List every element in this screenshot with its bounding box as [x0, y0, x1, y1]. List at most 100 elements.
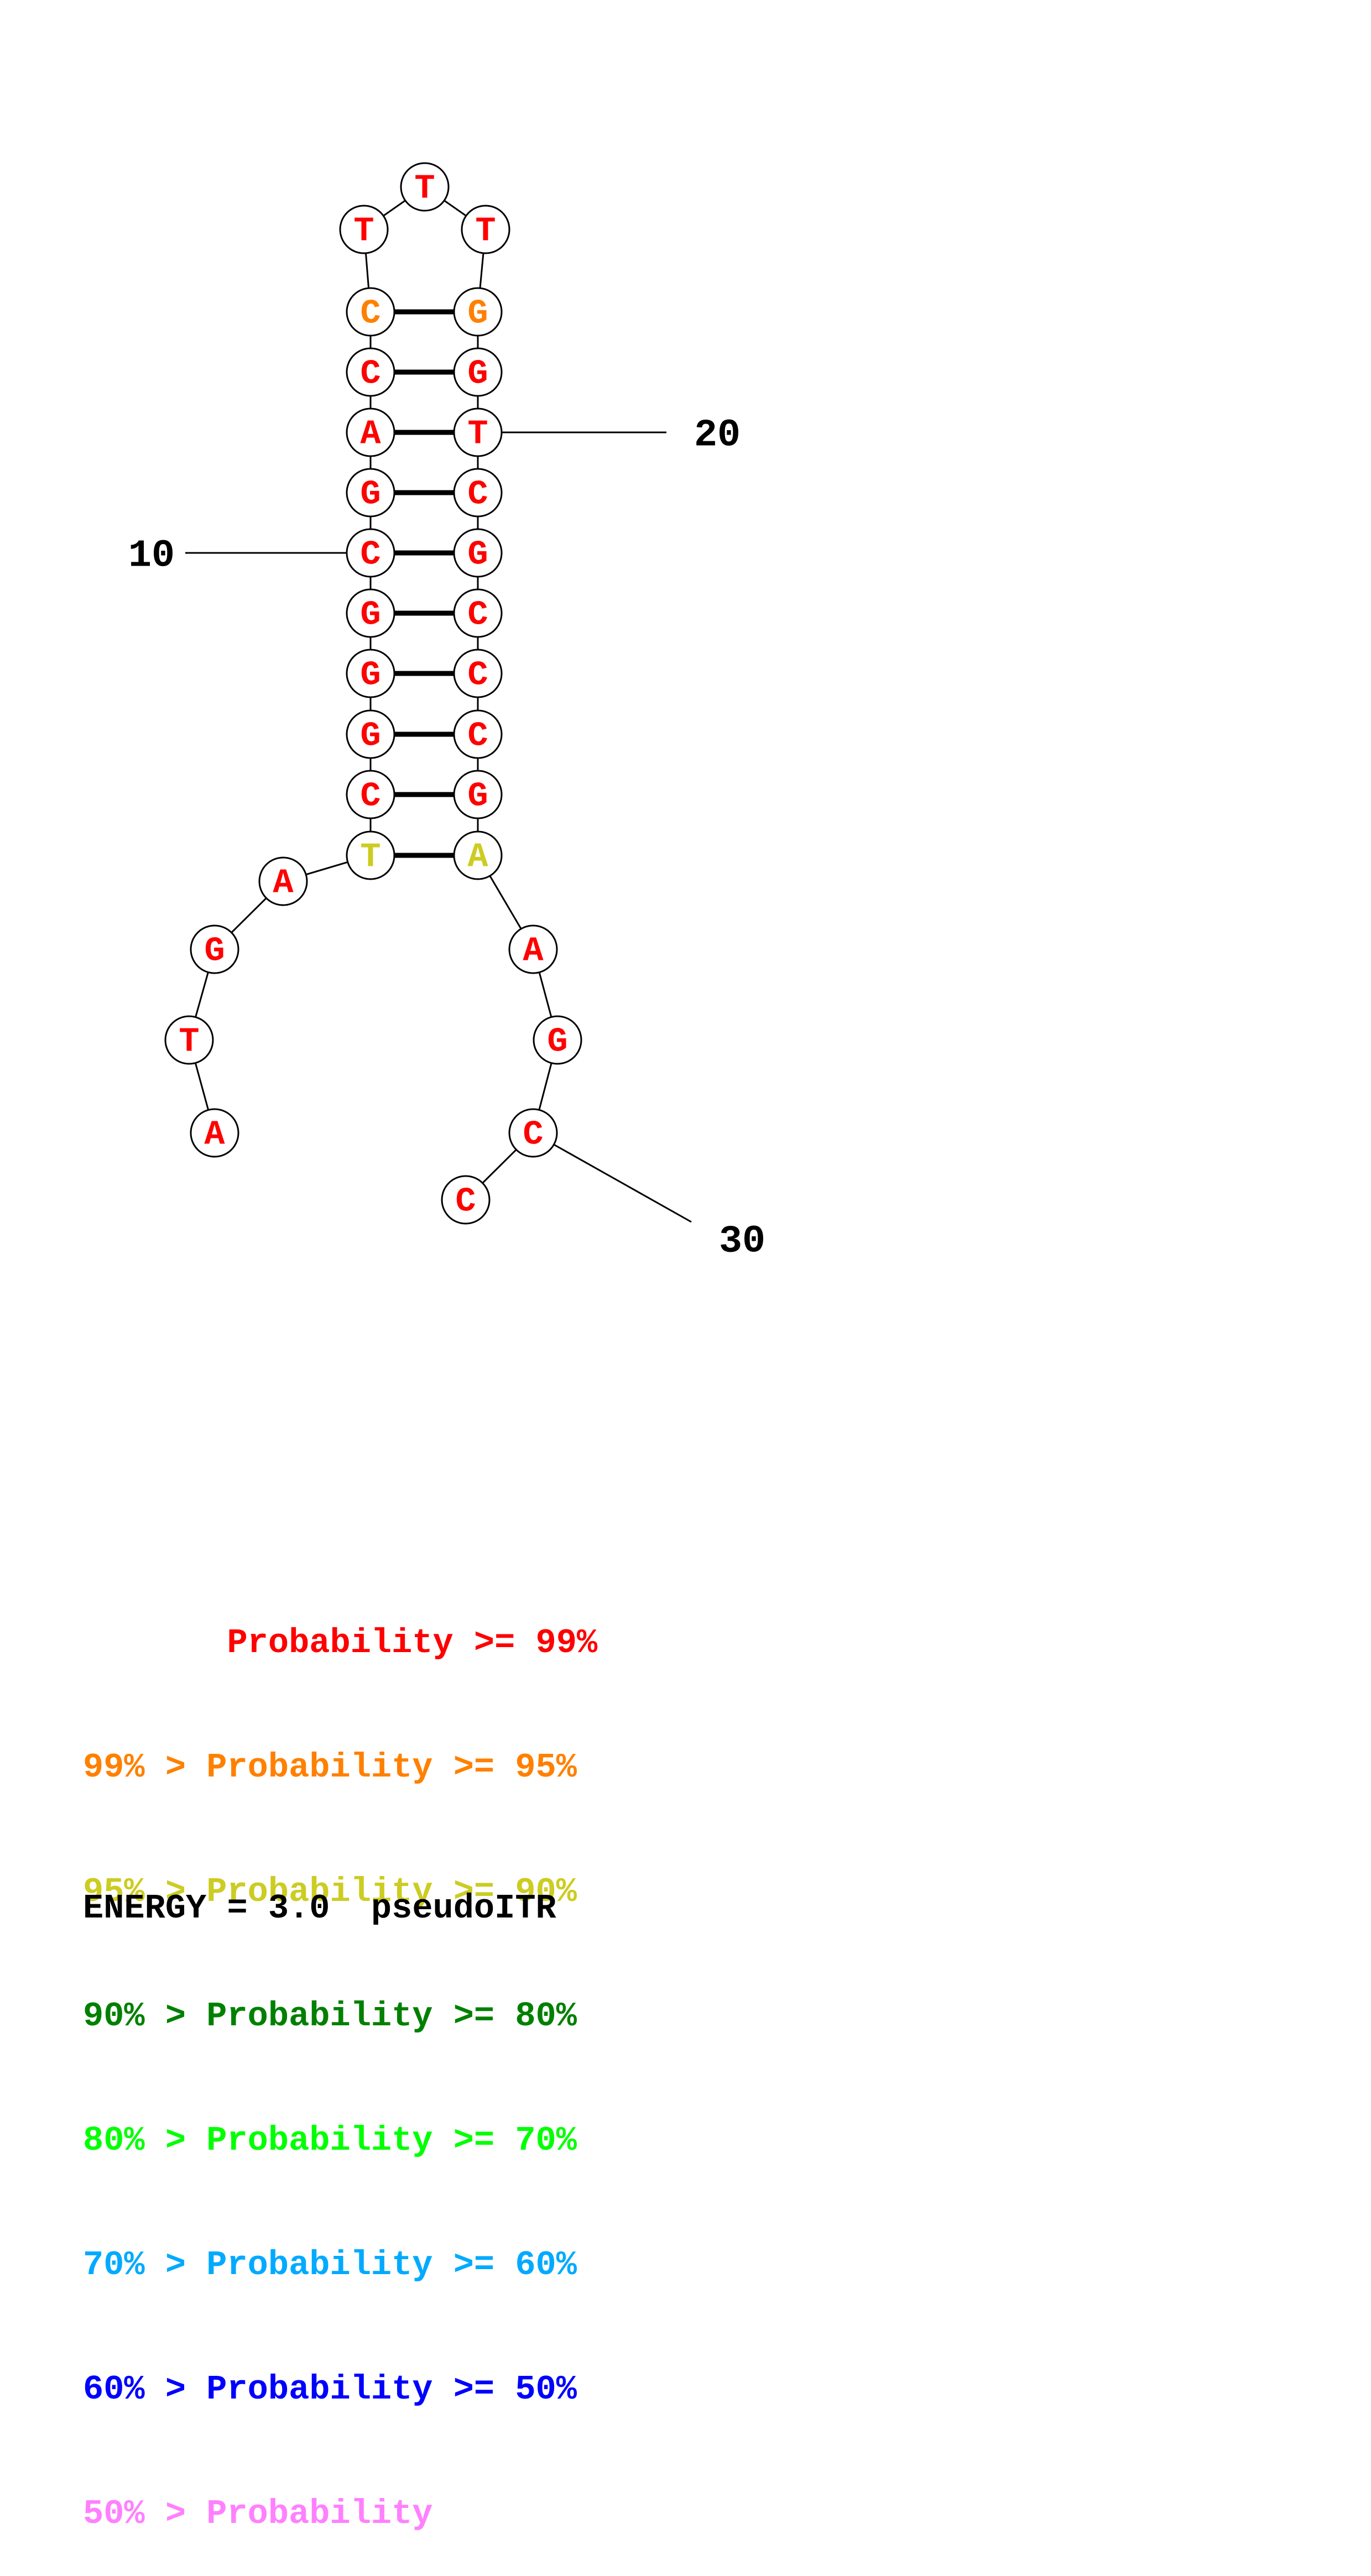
legend-text: Probability >= 50% — [206, 2370, 577, 2409]
nucleotide-node: A — [346, 407, 395, 457]
nucleotide-base: G — [360, 716, 380, 755]
legend-row: Probability >= 99% — [83, 1622, 597, 1664]
nucleotide-node: C — [453, 468, 503, 518]
nucleotide-base: T — [360, 837, 380, 876]
nucleotide-circle — [441, 1175, 491, 1225]
nucleotide-circle — [346, 287, 395, 337]
nucleotide-base: G — [547, 1022, 567, 1061]
nucleotide-base: G — [467, 535, 488, 574]
nucleotide-circle — [453, 528, 503, 578]
nucleotide-node: C — [346, 770, 395, 819]
nucleotide-node: A — [258, 856, 308, 906]
nucleotide-node: G — [453, 528, 503, 578]
nucleotide-circle — [346, 830, 395, 880]
nucleotide-circle — [453, 468, 503, 518]
nucleotide-circle — [258, 856, 308, 906]
nucleotide-base: C — [467, 474, 488, 514]
nucleotide-base: C — [360, 535, 380, 574]
nucleotide-node: T — [339, 205, 389, 254]
nucleotide-base: T — [467, 414, 488, 453]
nucleotide-node: T — [346, 830, 395, 880]
nucleotide-circle — [346, 468, 395, 518]
legend-text: Probability — [206, 2494, 433, 2533]
nucleotide-node: G — [453, 287, 503, 337]
nucleotide-circle — [453, 709, 503, 759]
nucleotide-node: G — [453, 347, 503, 397]
nucleotide-circle — [461, 205, 510, 254]
nucleotide-node: G — [346, 468, 395, 518]
nucleotide-circle — [346, 649, 395, 698]
nucleotide-circle — [533, 1015, 582, 1065]
nucleotide-node: T — [453, 407, 503, 457]
nucleotide-circle — [346, 407, 395, 457]
nucleotide-base: T — [414, 169, 435, 208]
nucleotide-circle — [453, 770, 503, 819]
nucleotide-node: A — [190, 1108, 239, 1158]
nucleotide-circle — [508, 924, 558, 974]
position-marker-label: 20 — [694, 414, 741, 457]
nucleotide-base: C — [467, 716, 488, 755]
nucleotide-base: T — [179, 1022, 199, 1061]
energy-label: ENERGY = 3.0 — [83, 1889, 330, 1928]
nucleotide-base: G — [360, 595, 380, 634]
nucleotide-base: A — [273, 863, 294, 902]
legend-text: Probability >= 80% — [206, 1997, 577, 2036]
legend-prefix: 80% > — [83, 2121, 207, 2160]
nucleotide-base: G — [467, 294, 488, 333]
legend-prefix: 70% > — [83, 2245, 207, 2285]
nucleotide-node: C — [346, 287, 395, 337]
position-marker-label: 10 — [128, 534, 175, 578]
nucleotide-node: C — [441, 1175, 491, 1225]
nucleotide-circle — [453, 588, 503, 638]
nucleotide-node: T — [164, 1015, 214, 1065]
nucleotide-circle — [453, 287, 503, 337]
nucleotide-node: T — [461, 205, 510, 254]
nucleotide-circle — [346, 347, 395, 397]
nucleotide-circle — [346, 770, 395, 819]
nucleotide-base: A — [204, 1115, 225, 1154]
legend-row: 90% > Probability >= 80% — [83, 1995, 597, 2037]
nucleotide-node: G — [190, 924, 239, 974]
probability-legend: Probability >= 99% 99% > Probability >= … — [83, 1539, 597, 2576]
nucleotide-circle — [508, 1108, 558, 1158]
legend-prefix: 60% > — [83, 2370, 207, 2409]
nucleotide-node: C — [346, 528, 395, 578]
nucleotide-circle — [453, 649, 503, 698]
nucleotide-base: G — [467, 354, 488, 393]
nucleotide-node: G — [346, 588, 395, 638]
structure-name: pseudoITR — [371, 1889, 556, 1928]
legend-row: 95% > Probability >= 90% — [83, 1871, 597, 1913]
legend-text: Probability >= 60% — [206, 2245, 577, 2285]
nucleotide-base: C — [360, 776, 380, 816]
nucleotide-circle — [346, 588, 395, 638]
legend-row: 50% > Probability — [83, 2493, 597, 2535]
nucleotide-circle — [339, 205, 389, 254]
legend-prefix — [83, 1623, 227, 1663]
legend-text: Probability >= 90% — [206, 1872, 577, 1911]
nucleotide-base: C — [467, 595, 488, 634]
nucleotide-base: C — [360, 294, 380, 333]
legend-row: 80% > Probability >= 70% — [83, 2120, 597, 2161]
nucleotide-base: G — [204, 931, 225, 970]
legend-prefix: 50% > — [83, 2494, 207, 2533]
energy-line: ENERGY = 3.0 pseudoITR — [83, 1888, 556, 1929]
nucleotide-circle — [346, 709, 395, 759]
nucleotide-base: C — [455, 1182, 476, 1221]
nucleotide-base: G — [360, 474, 380, 514]
legend-prefix: 90% > — [83, 1997, 207, 2036]
nucleotide-node: T — [400, 162, 450, 212]
legend-text: Probability >= 70% — [206, 2121, 577, 2160]
legend-row: 99% > Probability >= 95% — [83, 1747, 597, 1788]
legend-prefix: 99% > — [83, 1748, 207, 1787]
nucleotide-node: A — [508, 924, 558, 974]
nucleotide-base: C — [467, 655, 488, 694]
legend-text: Probability >= 95% — [206, 1748, 577, 1787]
position-marker-label: 30 — [719, 1220, 765, 1263]
legend-row: 60% > Probability >= 50% — [83, 2369, 597, 2410]
nucleotide-base: T — [353, 211, 374, 250]
legend-row: 70% > Probability >= 60% — [83, 2244, 597, 2286]
nucleotide-circle — [453, 830, 503, 880]
nucleotide-circle — [190, 1108, 239, 1158]
legend-prefix: 95% > — [83, 1872, 207, 1911]
